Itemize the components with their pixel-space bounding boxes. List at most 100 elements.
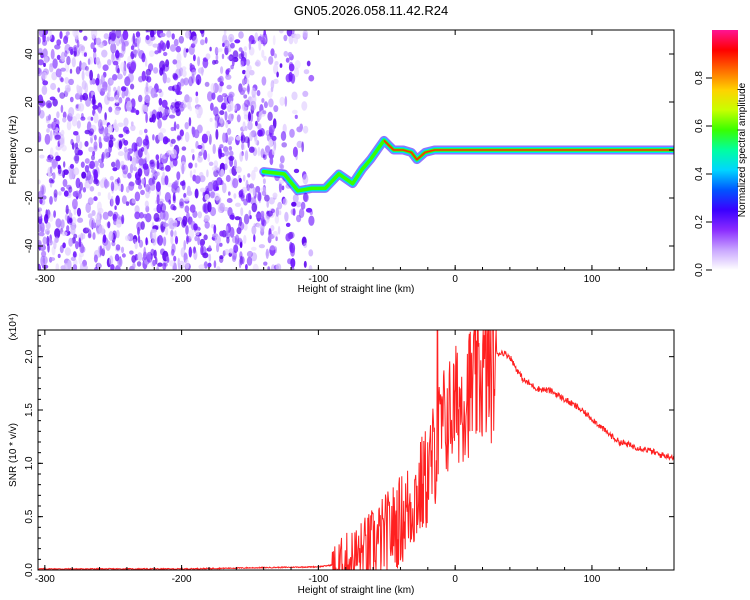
noise-blob	[252, 263, 259, 270]
noise-blob	[263, 151, 269, 156]
noise-blob	[107, 124, 112, 133]
noise-blob	[72, 198, 78, 210]
noise-blob	[258, 111, 262, 120]
noise-blob	[254, 61, 260, 66]
noise-blob	[135, 31, 141, 38]
noise-blob	[227, 55, 233, 61]
noise-blob	[233, 159, 237, 170]
noise-blob	[101, 119, 108, 126]
noise-blob	[168, 86, 174, 91]
noise-blob	[176, 171, 181, 181]
noise-blob	[156, 194, 160, 205]
noise-blob	[247, 121, 253, 131]
noise-blob	[246, 256, 253, 266]
noise-blob	[107, 210, 113, 217]
noise-blob	[61, 144, 67, 152]
noise-blob	[73, 167, 80, 176]
noise-blob	[308, 74, 315, 82]
noise-blob	[123, 146, 128, 153]
noise-blob	[221, 53, 225, 60]
noise-blob	[229, 150, 234, 157]
noise-blob	[158, 111, 163, 119]
noise-blob	[166, 149, 172, 156]
noise-blob	[247, 137, 250, 149]
noise-blob	[162, 222, 169, 227]
noise-blob	[107, 59, 112, 66]
noise-blob	[101, 248, 105, 257]
noise-blob	[226, 236, 230, 244]
snr-line	[38, 330, 674, 570]
noise-blob	[170, 234, 174, 245]
spectrogram-heatmap	[38, 30, 674, 270]
noise-blob	[174, 236, 179, 245]
noise-blob	[64, 77, 69, 84]
noise-blob	[90, 116, 94, 121]
noise-blob	[218, 117, 224, 124]
noise-blob	[251, 170, 256, 181]
noise-blob	[124, 235, 130, 242]
noise-blob	[184, 259, 190, 270]
noise-blob	[181, 79, 187, 84]
noise-blob	[291, 266, 295, 270]
noise-blob	[173, 38, 179, 47]
noise-blob	[103, 33, 110, 40]
noise-blob	[284, 211, 289, 222]
noise-blob	[162, 171, 165, 178]
noise-blob	[204, 221, 210, 229]
noise-blob	[301, 141, 305, 153]
noise-blob	[120, 246, 125, 253]
noise-blob	[118, 97, 123, 104]
y-tick-label: 1.0	[24, 456, 35, 470]
noise-blob	[170, 126, 175, 132]
noise-blob	[95, 179, 100, 187]
noise-blob	[183, 77, 189, 86]
spectrogram-y-ticks: -40 -20 0 20 40	[24, 48, 674, 253]
snr-panel: -300 -200 -100 0 100 0.0 0.5 1.0 1.5 2.0 Height …	[8, 313, 675, 596]
noise-blob	[143, 246, 146, 257]
noise-blob	[188, 162, 193, 169]
noise-blob	[240, 50, 245, 58]
noise-blob	[152, 176, 156, 185]
noise-blob	[142, 163, 149, 170]
noise-blob	[93, 169, 98, 181]
noise-blob	[38, 136, 42, 143]
noise-blob	[230, 42, 235, 49]
colorbar: 0.0 0.2 0.4 0.6 0.8 Normalized spectral ampl…	[694, 30, 748, 277]
noise-blob	[116, 85, 121, 97]
noise-blob	[149, 30, 155, 38]
noise-blob	[69, 96, 74, 103]
noise-blob	[255, 120, 258, 127]
noise-blob	[145, 112, 148, 124]
noise-blob	[174, 230, 177, 238]
noise-blob	[49, 147, 54, 159]
noise-blob	[180, 78, 185, 87]
noise-blob	[40, 255, 46, 267]
noise-blob	[233, 244, 239, 253]
noise-blob	[88, 217, 96, 229]
noise-blob	[102, 211, 109, 220]
noise-blob	[115, 50, 120, 59]
noise-blob	[219, 144, 224, 149]
noise-blob	[63, 35, 69, 45]
noise-blob	[76, 120, 81, 129]
noise-blob	[48, 30, 53, 40]
noise-blob	[47, 102, 52, 108]
noise-blob	[127, 55, 132, 64]
noise-blob	[262, 178, 266, 185]
noise-blob	[48, 114, 51, 121]
noise-blob	[172, 72, 178, 80]
noise-blob	[250, 246, 257, 251]
y-tick-label: 0.0	[24, 563, 35, 577]
noise-blob	[178, 67, 184, 77]
noise-blob	[284, 96, 288, 107]
noise-blob	[240, 189, 244, 194]
noise-blob	[121, 214, 125, 225]
noise-blob	[240, 207, 244, 217]
chart-title: GN05.2026.058.11.42.R24	[294, 3, 448, 18]
noise-blob	[53, 210, 56, 218]
noise-blob	[165, 256, 170, 262]
noise-blob	[77, 217, 84, 223]
noise-blob	[68, 46, 74, 52]
noise-blob	[179, 129, 184, 137]
noise-blob	[282, 198, 288, 206]
